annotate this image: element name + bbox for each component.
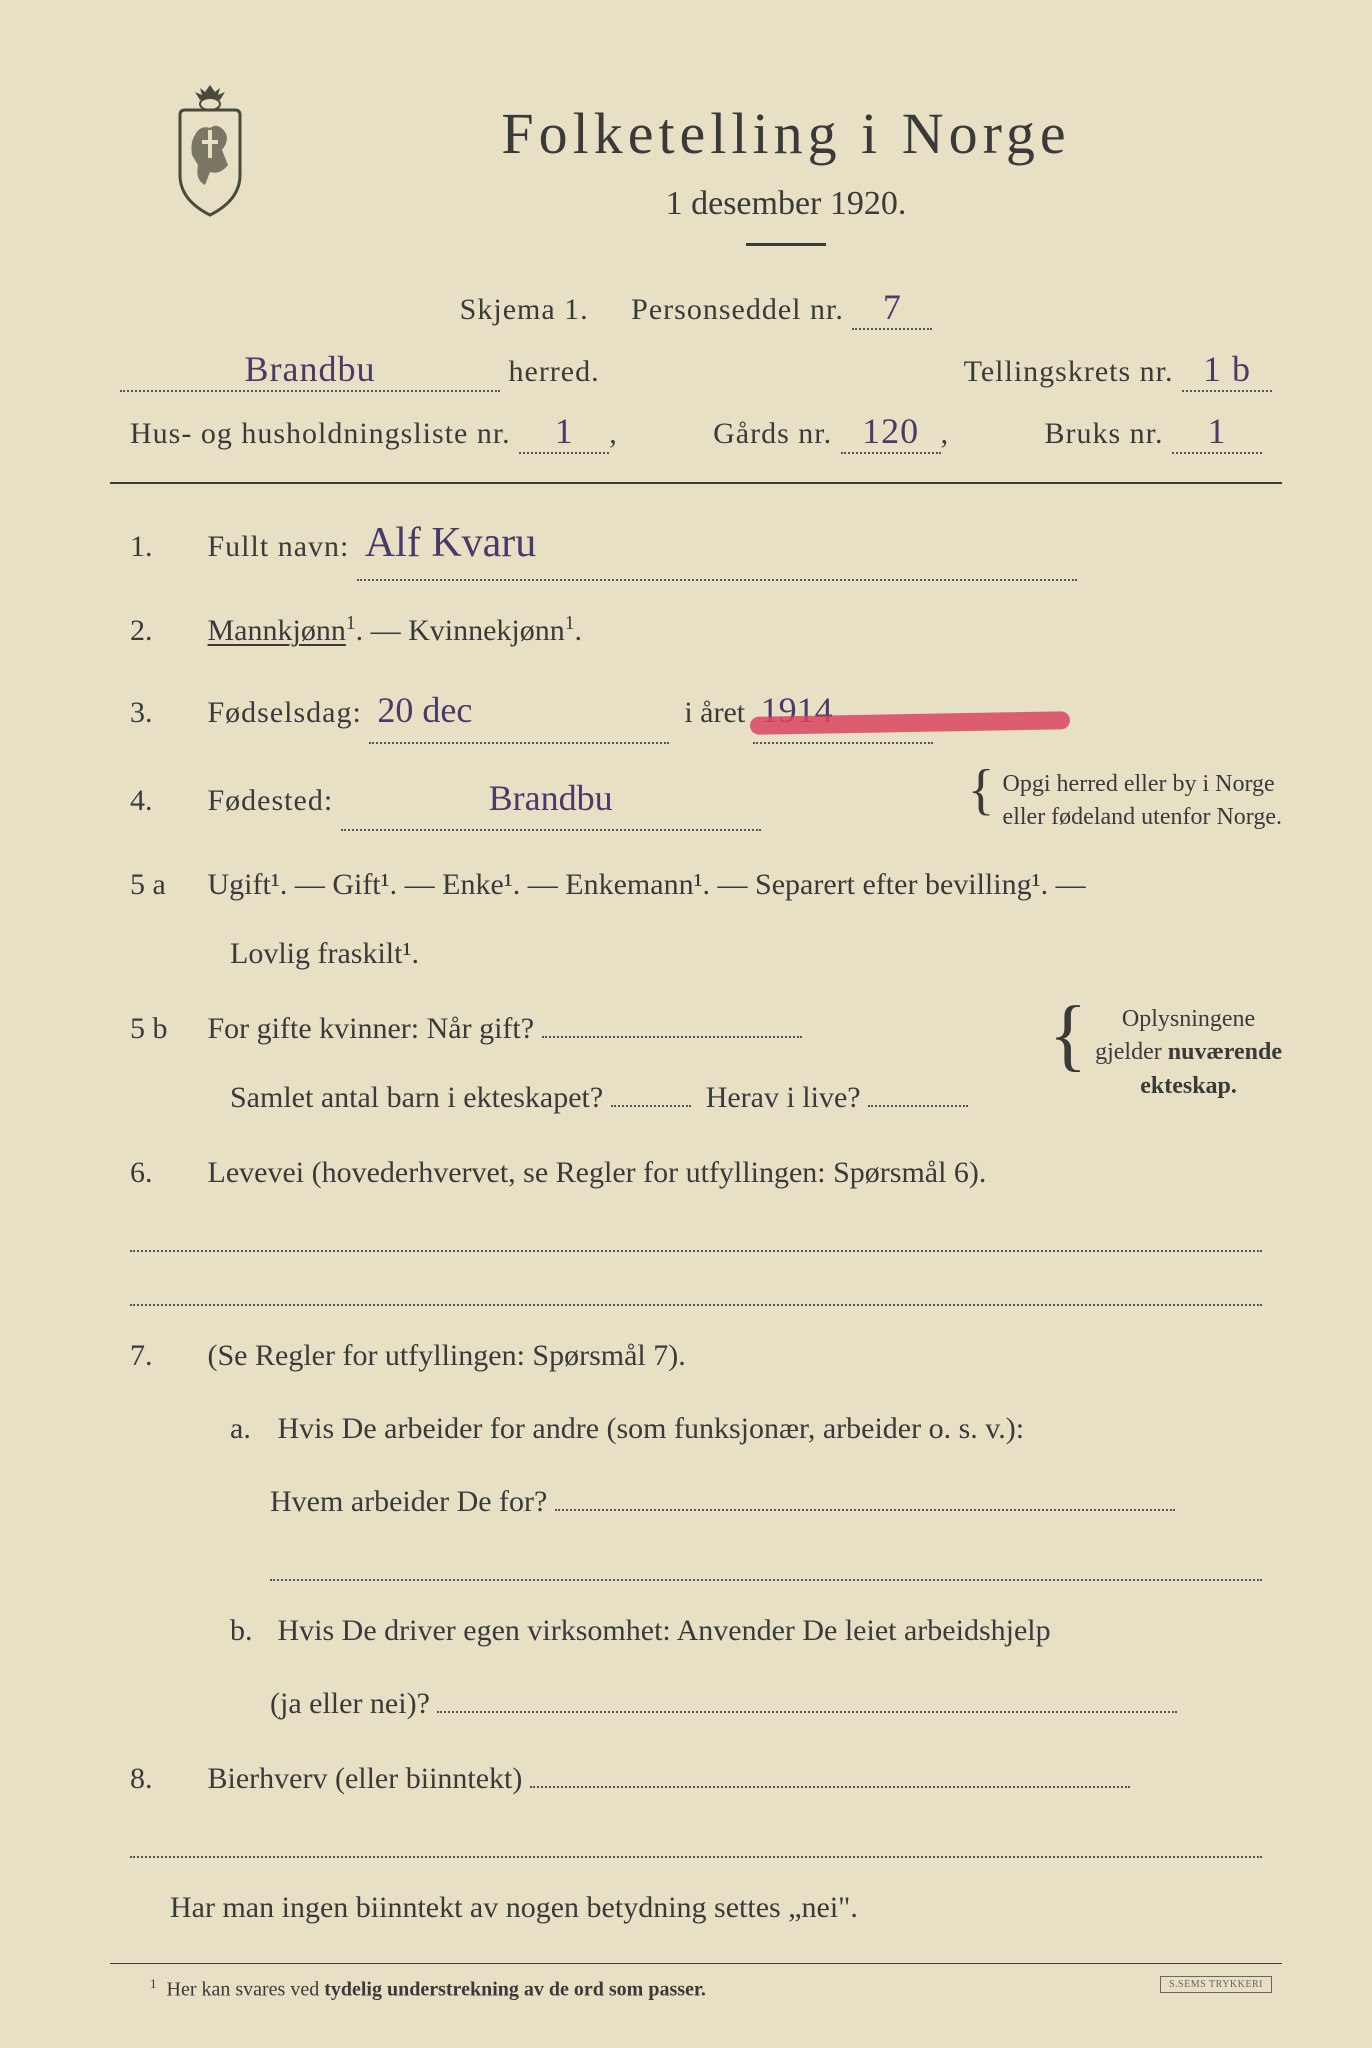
q7-num: 7. (130, 1330, 200, 1381)
q4-note-l1: Opgi herred eller by i Norge (1003, 771, 1275, 797)
q5a-text2: Lovlig fraskilt¹. (230, 937, 419, 970)
q7b-field (437, 1711, 1177, 1713)
red-crayon-mark (750, 712, 1070, 736)
q1-value: Alf Kvaru (357, 508, 1077, 581)
bruks-label: Bruks nr. (1044, 417, 1163, 450)
q5b-note-l1: Oplysningene (1122, 1006, 1255, 1032)
q7b-l2: (ja eller nei)? (270, 1687, 430, 1720)
q2-num: 2. (130, 605, 200, 656)
q8-label: Bierhverv (eller biinntekt) (208, 1762, 523, 1795)
footnote: 1 Her kan svares ved tydelig understrekn… (110, 1976, 1282, 2002)
q8-field (530, 1786, 1130, 1788)
divider-1 (110, 482, 1282, 484)
q7a-field (555, 1509, 1175, 1511)
q4-num: 4. (130, 775, 200, 826)
q5b-l2b: Herav i live? (706, 1081, 861, 1114)
q5b-note-l3: ekteskap. (1140, 1073, 1237, 1099)
q8-row: 8. Bierhverv (eller biinntekt) (110, 1753, 1282, 1804)
herred-label: herred. (509, 355, 600, 388)
census-form-page: Folketelling i Norge 1 desember 1920. Sk… (0, 0, 1372, 2048)
q4-label: Fødested: (208, 784, 334, 817)
q2-row: 2. Mannkjønn1. — Kvinnekjønn1. (110, 605, 1282, 656)
q2-opt2: Kvinnekjønn (408, 614, 565, 647)
herred-line: Brandbu herred. Tellingskrets nr. 1 b (110, 348, 1282, 392)
gards-label: Gårds nr. (713, 417, 832, 450)
husliste-line: Hus- og husholdningsliste nr. 1, Gårds n… (110, 410, 1282, 454)
bruks-nr: 1 (1172, 410, 1262, 454)
q5b-live-field (868, 1105, 968, 1107)
q1-label: Fullt navn: (208, 530, 350, 563)
q7a-line (270, 1551, 1262, 1581)
q8-line (130, 1828, 1262, 1858)
q5a-num: 5 a (130, 859, 200, 910)
q5b-l1a: For gifte kvinner: Når gift? (208, 1012, 535, 1045)
q6-row: 6. Levevei (hovederhvervet, se Regler fo… (110, 1147, 1282, 1198)
herred-value: Brandbu (120, 348, 500, 392)
skjema-line: Skjema 1. Personseddel nr. 7 (110, 286, 1282, 330)
q4-value: Brandbu (341, 768, 761, 831)
closing-text: Har man ingen biinntekt av nogen betydni… (170, 1891, 858, 1924)
q7a-label: a. (230, 1403, 270, 1454)
personseddel-nr: 7 (852, 286, 932, 330)
q3-row: 3. Fødselsdag: 20 dec i året 1914 (110, 680, 1282, 743)
q5b-gift-field (542, 1036, 802, 1038)
q5b-num: 5 b (130, 1003, 200, 1054)
q6-text: Levevei (hovederhvervet, se Regler for u… (208, 1156, 987, 1189)
q2-dash: — (371, 614, 409, 647)
q5b-note: Oplysningene gjelder nuværende ekteskap. (1095, 1003, 1282, 1104)
closing-row: Har man ingen biinntekt av nogen betydni… (110, 1882, 1282, 1933)
questions: 1. Fullt navn: Alf Kvaru 2. Mannkjønn1. … (110, 508, 1282, 1933)
subtitle: 1 desember 1920. (290, 185, 1282, 223)
q7a-l2: Hvem arbeider De for? (270, 1485, 547, 1518)
q5b-row: 5 b For gifte kvinner: Når gift? Samlet … (110, 1003, 1282, 1123)
q4-note: Opgi herred eller by i Norge eller fødel… (1003, 768, 1282, 835)
personseddel-label: Personseddel nr. (631, 293, 844, 326)
coat-of-arms-icon (160, 80, 260, 220)
q1-num: 1. (130, 521, 200, 572)
q7b-label: b. (230, 1605, 270, 1656)
footnote-text-a: Her kan svares ved (167, 1978, 325, 2000)
q5b-barn-field (611, 1105, 691, 1107)
title-rule (746, 243, 826, 246)
q2-opt1: Mannkjønn (208, 614, 346, 647)
q3-label: Fødselsdag: (208, 696, 362, 729)
gards-nr: 120 (841, 410, 941, 454)
q5a-row: 5 a Ugift¹. — Gift¹. — Enke¹. — Enkemann… (110, 859, 1282, 979)
meta-section: Skjema 1. Personseddel nr. 7 Brandbu her… (110, 286, 1282, 454)
q3-mid: i året (684, 696, 745, 729)
skjema-label: Skjema 1. (460, 293, 589, 326)
q5b-l2a: Samlet antal barn i ekteskapet? (230, 1081, 603, 1114)
title-block: Folketelling i Norge 1 desember 1920. (290, 70, 1282, 246)
q4-note-l2: eller fødeland utenfor Norge. (1003, 804, 1282, 830)
q1-row: 1. Fullt navn: Alf Kvaru (110, 508, 1282, 581)
q5b-note-l2: gjelder nuværende (1095, 1039, 1282, 1065)
footnote-marker: 1 (150, 1976, 157, 1991)
husliste-nr: 1 (519, 410, 609, 454)
q8-num: 8. (130, 1753, 200, 1804)
q5a-text: Ugift¹. — Gift¹. — Enke¹. — Enkemann¹. —… (208, 868, 1086, 901)
q4-row: 4. Fødested: Brandbu { Opgi herred eller… (110, 768, 1282, 835)
q7b-l1: Hvis De driver egen virksomhet: Anvender… (278, 1614, 1051, 1647)
printer-stamp: S.SEMS TRYKKERI (1160, 1976, 1272, 1993)
q7b-row: b. Hvis De driver egen virksomhet: Anven… (110, 1605, 1282, 1729)
footnote-text-b: tydelig understrekning av de ord som pas… (324, 1978, 706, 2000)
brace-icon: { (968, 768, 995, 813)
q7-row: 7. (Se Regler for utfyllingen: Spørsmål … (110, 1330, 1282, 1527)
q7-intro: (Se Regler for utfyllingen: Spørsmål 7). (208, 1339, 686, 1372)
tellingskrets-nr: 1 b (1182, 348, 1272, 392)
brace-icon-2: { (1049, 1003, 1087, 1067)
q3-num: 3. (130, 687, 200, 738)
q3-day: 20 dec (369, 680, 669, 743)
header: Folketelling i Norge 1 desember 1920. (110, 70, 1282, 246)
q7a-l1: Hvis De arbeider for andre (som funksjon… (278, 1412, 1025, 1445)
q6-line1 (130, 1222, 1262, 1252)
husliste-label: Hus- og husholdningsliste nr. (130, 417, 511, 450)
q6-line2 (130, 1276, 1262, 1306)
tellingskrets-label: Tellingskrets nr. (964, 355, 1174, 388)
q6-num: 6. (130, 1147, 200, 1198)
footnote-rule (110, 1963, 1282, 1964)
main-title: Folketelling i Norge (290, 100, 1282, 167)
